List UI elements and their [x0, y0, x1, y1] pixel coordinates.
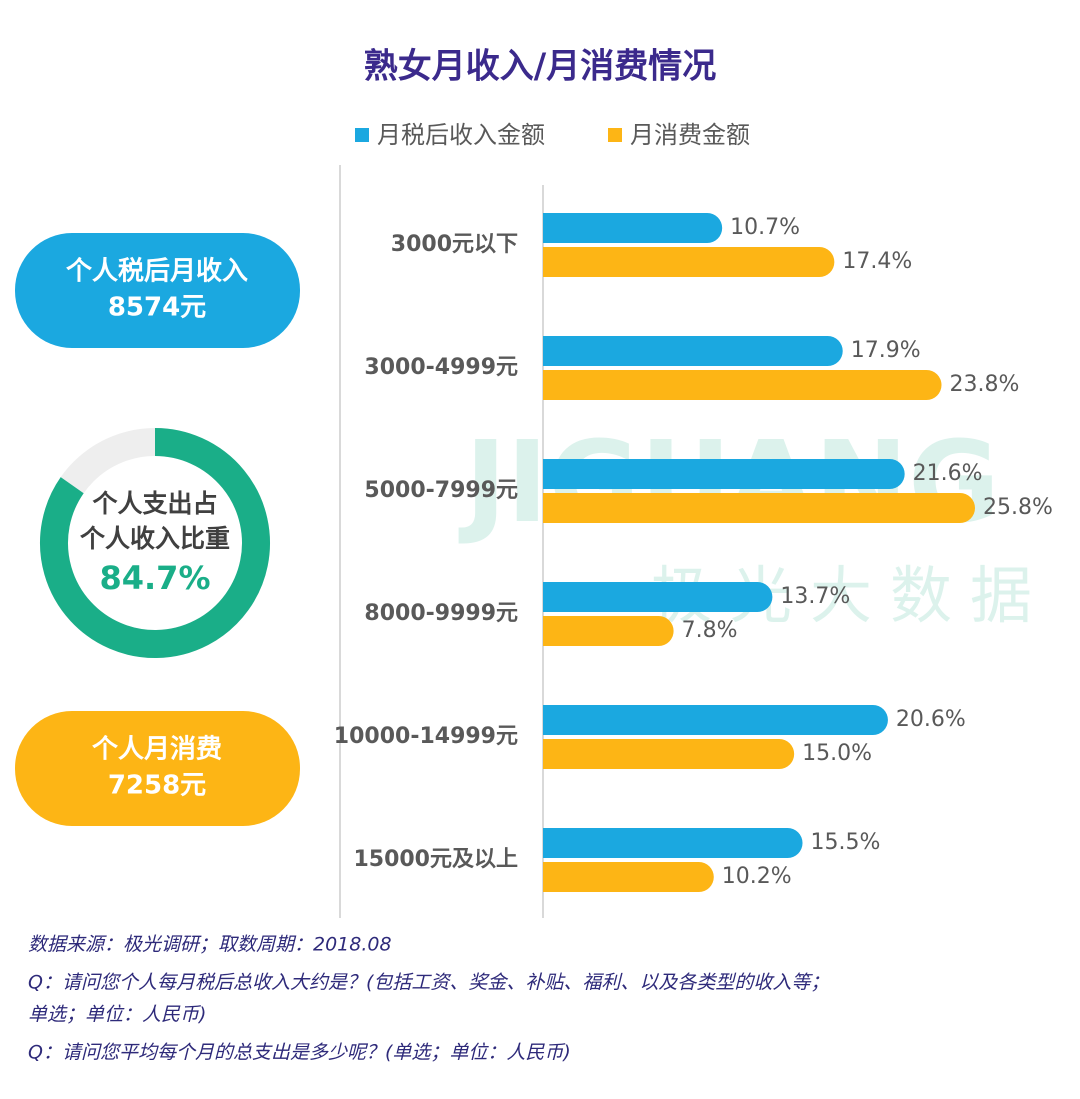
- legend-label: 月消费金额: [630, 121, 750, 149]
- footnote: Q：请问您平均每个月的总支出是多少呢？(单选；单位：人民币): [28, 1042, 571, 1064]
- bar: [543, 247, 835, 277]
- value-label: 23.8%: [950, 372, 1020, 397]
- value-label: 7.8%: [682, 618, 738, 643]
- bar: [543, 705, 888, 735]
- value-label: 13.7%: [780, 584, 850, 609]
- y-tick-label: 3000-4999元: [364, 355, 518, 380]
- income-label: 个人税后月收入: [66, 257, 248, 287]
- value-label: 15.5%: [811, 830, 881, 855]
- footnote: 单选；单位：人民币): [28, 1004, 206, 1026]
- y-tick-label: 10000-14999元: [334, 724, 518, 749]
- y-tick-label: 15000元及以上: [353, 847, 518, 872]
- y-tick-label: 8000-9999元: [364, 601, 518, 626]
- income-amount: 8574元: [108, 293, 206, 323]
- value-label: 20.6%: [896, 707, 966, 732]
- value-label: 17.4%: [842, 249, 912, 274]
- value-label: 17.9%: [851, 338, 921, 363]
- ratio-value: 84.7%: [99, 559, 210, 597]
- y-tick-label: 5000-7999元: [364, 478, 518, 503]
- expense-pill: [15, 711, 300, 826]
- expense-label: 个人月消费: [92, 735, 222, 765]
- expense-amount: 7258元: [108, 771, 206, 801]
- legend-label: 月税后收入金额: [377, 121, 545, 149]
- value-label: 15.0%: [802, 741, 872, 766]
- value-label: 10.7%: [730, 215, 800, 240]
- chart-title: 熟女月收入/月消费情况: [364, 47, 716, 87]
- value-label: 25.8%: [983, 495, 1053, 520]
- footnote: 数据来源：极光调研；取数周期：2018.08: [28, 934, 392, 956]
- bar: [543, 739, 795, 769]
- ratio-line: 个人收入比重: [80, 524, 230, 553]
- bar: [543, 616, 674, 646]
- bar: [543, 828, 803, 858]
- ratio-line: 个人支出占: [92, 489, 217, 518]
- footnote: Q：请问您个人每月税后总收入大约是？(包括工资、奖金、补贴、福利、以及各类型的收…: [28, 972, 829, 994]
- bar: [543, 213, 723, 243]
- bar: [543, 493, 975, 523]
- bar: [543, 582, 773, 612]
- bar: [543, 336, 843, 366]
- value-label: 10.2%: [722, 864, 792, 889]
- bar: [543, 370, 942, 400]
- bar: [543, 862, 714, 892]
- donut-arc: [40, 428, 270, 658]
- value-label: 21.6%: [913, 461, 983, 486]
- income-pill: [15, 233, 300, 348]
- legend-swatch: [355, 128, 369, 142]
- y-tick-label: 3000元以下: [391, 232, 518, 257]
- bar: [543, 459, 905, 489]
- legend-swatch: [608, 128, 622, 142]
